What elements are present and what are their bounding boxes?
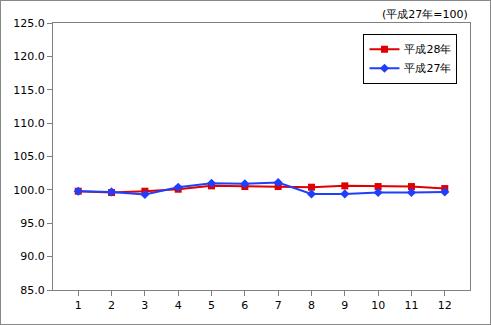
- svg-text:90.0: 90.0: [20, 250, 45, 263]
- svg-text:125.0: 125.0: [13, 17, 45, 30]
- svg-text:11: 11: [404, 299, 418, 312]
- svg-text:12: 12: [438, 299, 452, 312]
- svg-text:85.0: 85.0: [20, 284, 45, 297]
- svg-text:5: 5: [208, 299, 215, 312]
- svg-text:105.0: 105.0: [13, 150, 45, 163]
- svg-text:8: 8: [308, 299, 315, 312]
- svg-text:100.0: 100.0: [13, 184, 45, 197]
- svg-text:115.0: 115.0: [13, 84, 45, 97]
- svg-text:9: 9: [341, 299, 348, 312]
- svg-text:110.0: 110.0: [13, 117, 45, 130]
- svg-text:(平成27年=100): (平成27年=100): [382, 8, 468, 21]
- svg-text:2: 2: [108, 299, 115, 312]
- svg-text:4: 4: [175, 299, 182, 312]
- svg-text:1: 1: [75, 299, 82, 312]
- svg-text:6: 6: [241, 299, 248, 312]
- svg-text:7: 7: [275, 299, 282, 312]
- svg-text:120.0: 120.0: [13, 50, 45, 63]
- svg-text:平成28年: 平成28年: [404, 43, 451, 56]
- svg-text:95.0: 95.0: [20, 217, 45, 230]
- svg-text:3: 3: [141, 299, 148, 312]
- svg-text:10: 10: [371, 299, 385, 312]
- svg-text:平成27年: 平成27年: [404, 62, 451, 75]
